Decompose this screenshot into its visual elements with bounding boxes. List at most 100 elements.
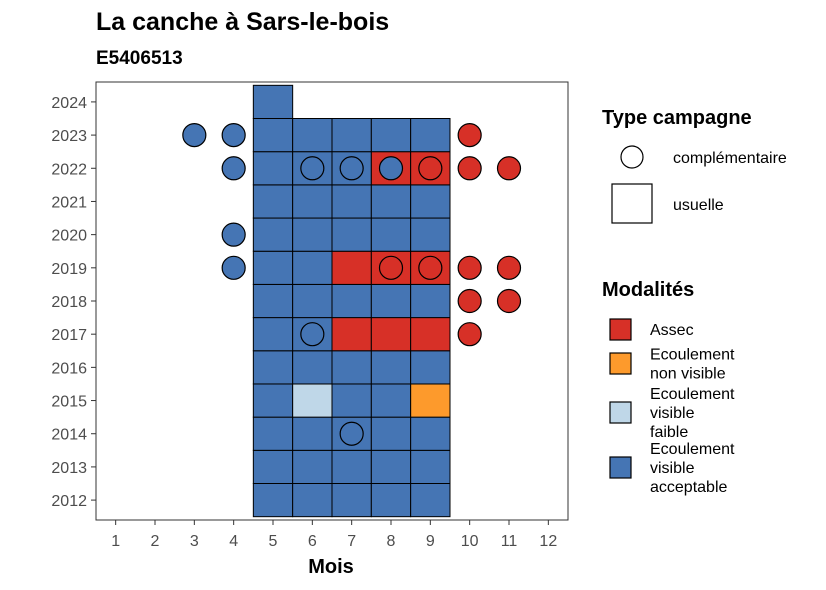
y-tick-label-2019: 2019 xyxy=(51,261,87,278)
tile-2023-5 xyxy=(252,118,294,153)
x-tick-label-2: 2 xyxy=(151,533,160,550)
tile-2016-5 xyxy=(252,350,294,385)
y-tick-label-2013: 2013 xyxy=(51,460,87,477)
legend-label-0-0: Assec xyxy=(650,322,694,339)
point-2022-10 xyxy=(457,156,482,181)
point-2020-4 xyxy=(221,222,246,247)
y-tick-label-2016: 2016 xyxy=(51,360,87,377)
tile-2021-5 xyxy=(252,184,294,219)
legend-swatch-1 xyxy=(609,352,632,375)
y-tick-label-2018: 2018 xyxy=(51,294,87,311)
point-2019-4 xyxy=(221,255,246,280)
point-2022-7 xyxy=(339,156,364,181)
tile-2020-7 xyxy=(331,217,372,252)
tile-2016-9 xyxy=(410,350,451,385)
legend-label-3-0: Ecoulement xyxy=(650,441,735,458)
tile-2015-6 xyxy=(292,383,333,418)
tile-2023-7 xyxy=(331,118,372,153)
tile-2023-9 xyxy=(410,118,451,153)
tile-2019-7 xyxy=(331,250,372,285)
point-2022-11 xyxy=(496,156,522,181)
legend-label-1-1: non visible xyxy=(650,366,726,383)
y-tick-label-2022: 2022 xyxy=(51,161,87,178)
tile-2012-6 xyxy=(292,483,333,518)
x-tick-label-1: 1 xyxy=(111,533,120,550)
legend-square-icon xyxy=(611,183,653,224)
tile-2024-5 xyxy=(252,84,294,120)
tile-2018-8 xyxy=(370,283,412,319)
tile-2020-6 xyxy=(292,217,333,252)
tile-2021-8 xyxy=(370,184,412,219)
tile-2023-6 xyxy=(292,118,333,153)
point-2017-6 xyxy=(300,322,325,347)
y-tick-label-2021: 2021 xyxy=(51,194,87,211)
tile-2017-8 xyxy=(370,317,412,352)
legend-swatch-2 xyxy=(609,401,632,424)
tile-2018-5 xyxy=(252,283,294,319)
tile-2015-7 xyxy=(331,383,372,418)
legend-label-2-0: Ecoulement xyxy=(650,386,735,403)
tile-2014-8 xyxy=(370,416,412,451)
tile-2013-7 xyxy=(331,449,372,484)
legend-label-3-2: acceptable xyxy=(650,479,727,496)
tile-2017-7 xyxy=(331,317,372,352)
tile-2016-6 xyxy=(292,350,333,385)
legend-type-label-usuelle: usuelle xyxy=(673,197,724,214)
point-2022-8 xyxy=(378,156,404,181)
point-2019-11 xyxy=(496,255,522,280)
point-2023-4 xyxy=(221,122,246,148)
y-tick-label-2012: 2012 xyxy=(51,493,87,510)
tile-2015-5 xyxy=(252,383,294,418)
tile-2015-8 xyxy=(370,383,412,418)
y-tick-label-2014: 2014 xyxy=(51,427,87,444)
legend-label-1-0: Ecoulement xyxy=(650,347,735,364)
point-2014-7 xyxy=(339,421,364,446)
y-axis: 2012 2013 2014 2015 2016 2017 2018 2019 2020 2021… xyxy=(51,95,96,510)
point-2019-9 xyxy=(418,255,443,280)
tile-2013-8 xyxy=(370,449,412,484)
tile-2012-8 xyxy=(370,483,412,518)
tile-2012-9 xyxy=(410,483,451,518)
legend-modalites-title: Modalités xyxy=(602,279,694,301)
tile-2021-6 xyxy=(292,184,333,219)
y-tick-label-2020: 2020 xyxy=(51,228,87,245)
x-tick-label-12: 12 xyxy=(539,533,557,550)
legend-circle-icon xyxy=(620,145,644,169)
tile-2017-9 xyxy=(410,317,451,352)
point-2019-8 xyxy=(378,255,404,280)
tile-2014-5 xyxy=(252,416,294,451)
y-tick-label-2015: 2015 xyxy=(51,394,87,411)
x-axis-title: Mois xyxy=(308,556,354,578)
x-tick-label-4: 4 xyxy=(229,533,238,550)
x-axis: 1 2 3 4 5 6 7 8 9 10 11 12 xyxy=(111,520,557,550)
tile-2018-9 xyxy=(410,283,451,319)
y-tick-label-2017: 2017 xyxy=(51,327,87,344)
tile-2014-9 xyxy=(410,416,451,451)
point-2023-3 xyxy=(182,122,207,148)
tile-2017-5 xyxy=(252,317,294,352)
x-tick-label-6: 6 xyxy=(308,533,317,550)
legend-type-label-complementaire: complémentaire xyxy=(673,150,787,167)
legend-label-2-2: faible xyxy=(650,424,688,441)
tile-2015-9 xyxy=(410,383,451,418)
point-2022-4 xyxy=(221,156,246,181)
tile-2019-6 xyxy=(292,250,333,285)
tile-2016-8 xyxy=(370,350,412,385)
point-2017-10 xyxy=(457,322,482,347)
y-tick-label-2023: 2023 xyxy=(51,128,87,145)
legend-label-2-1: visible xyxy=(650,405,695,422)
chart-subtitle: E5406513 xyxy=(96,48,183,69)
point-2018-11 xyxy=(496,288,522,314)
tile-2023-8 xyxy=(370,118,412,153)
point-2019-10 xyxy=(457,255,482,280)
x-tick-label-7: 7 xyxy=(347,533,356,550)
tile-2019-5 xyxy=(252,250,294,285)
tile-2020-9 xyxy=(410,217,451,252)
tile-2020-5 xyxy=(252,217,294,252)
usuelle-tiles xyxy=(252,84,451,518)
point-2023-10 xyxy=(457,122,482,148)
x-tick-label-11: 11 xyxy=(501,533,518,550)
tile-2018-7 xyxy=(331,283,372,319)
tile-2014-6 xyxy=(292,416,333,451)
